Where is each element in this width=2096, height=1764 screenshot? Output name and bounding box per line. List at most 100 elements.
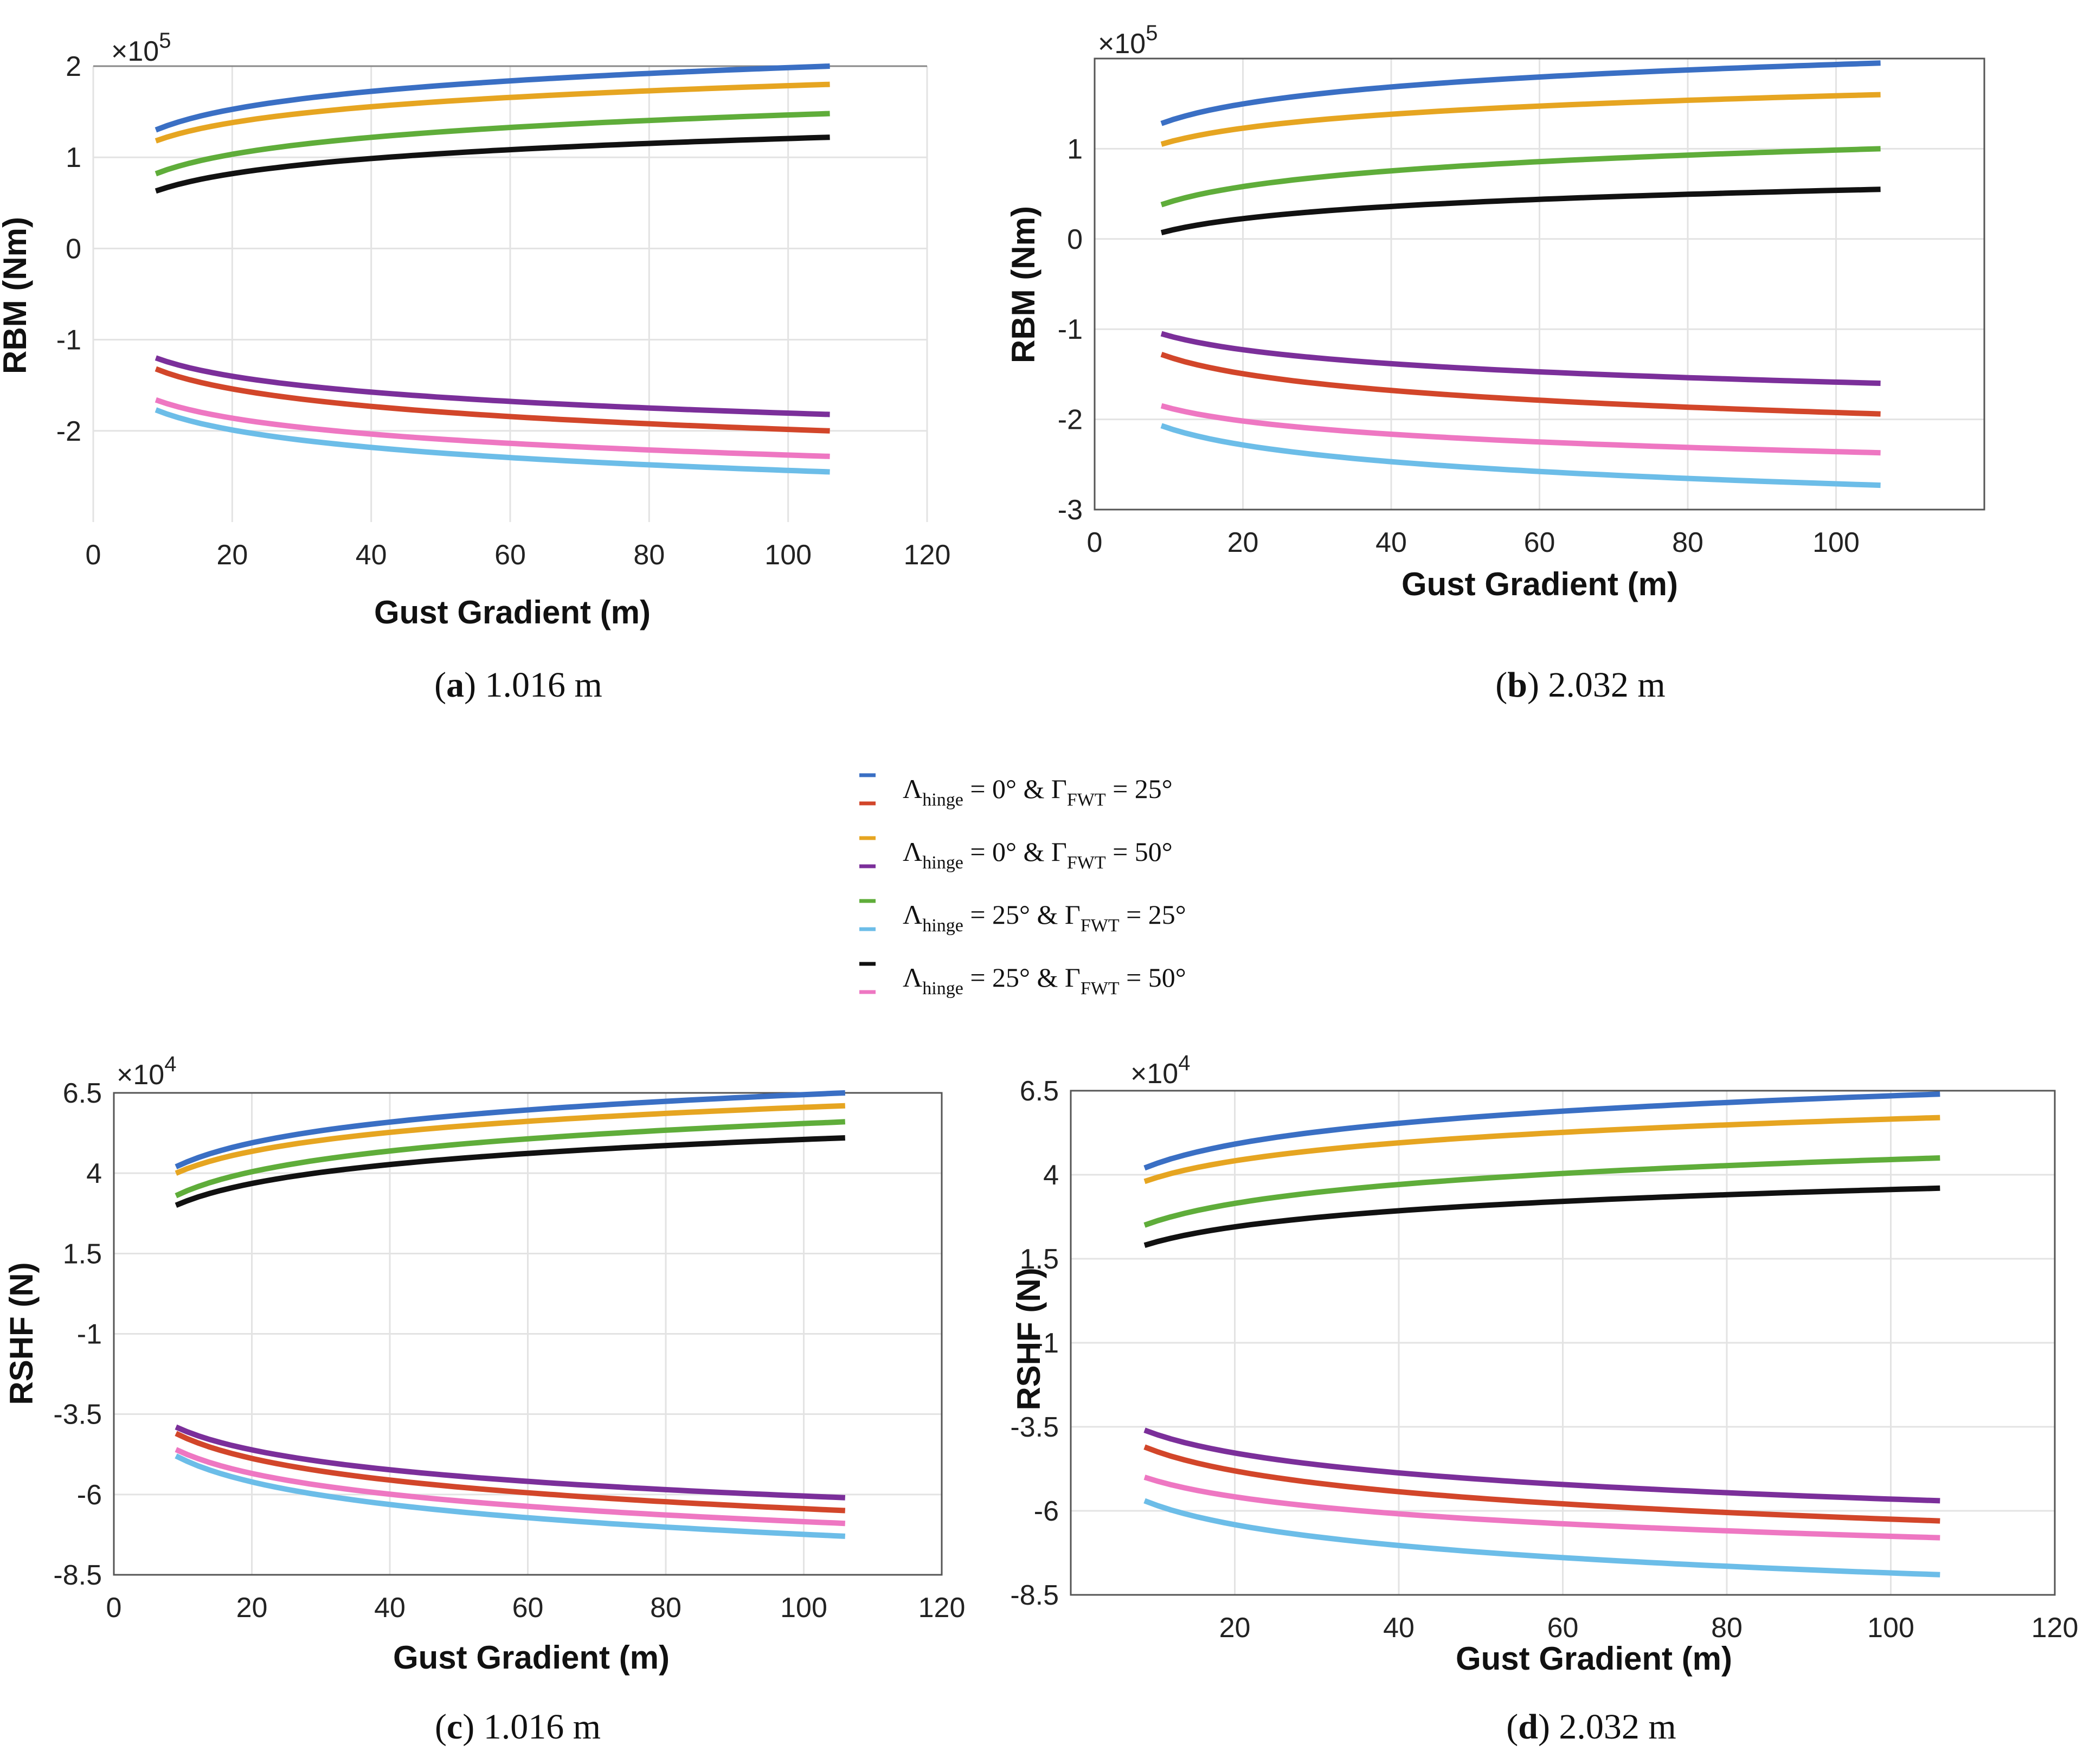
panel-caption: (d) 2.032 m [1506,1707,1676,1747]
y-axis-label: RBM (Nm) [1005,206,1041,363]
series-line-1 [155,81,830,144]
legend-label-0: Λhinge = 0° & ΓFWT = 25° [903,774,1173,810]
x-tick-label: 20 [1227,527,1259,558]
x-tick-label: 0 [86,539,101,571]
x-tick-label: 20 [1219,1612,1251,1644]
x-axis-label: Gust Gradient (m) [393,1639,670,1676]
series-line-3 [155,134,830,194]
x-tick-label: 40 [1375,527,1407,558]
axis-multiplier: ×104 [117,1052,176,1091]
y-axis-label: RSHF (N) [1011,1267,1047,1410]
x-tick-label: 40 [356,539,387,571]
panel-caption: (a) 1.016 m [434,665,602,705]
series-line-3 [1160,186,1881,236]
series-line-0 [1143,1091,1940,1171]
x-tick-label: 20 [236,1592,268,1624]
y-tick-label: -2 [1058,404,1083,436]
series-line-7 [175,1453,846,1539]
series-line-4 [155,355,830,417]
y-tick-label: 0 [1067,224,1083,255]
y-tick-label: -8.5 [1010,1580,1059,1611]
series-line-2 [175,1119,846,1199]
y-tick-label: -8.5 [53,1560,102,1591]
panel-d: 20 40 60 80 100 120 6.5 4 1.5 -1 -3.5 -6 -8.5 ×104 Gus… [1010,1051,2078,1747]
y-tick-label: -1 [56,325,81,356]
y-tick-label: -3 [1058,494,1083,526]
legend: Λhinge = 0° & ΓFWT = 25° Λhinge = 0° & ΓF… [859,773,1186,999]
series-line-5 [155,366,830,434]
y-tick-label: 4 [1043,1160,1059,1191]
axis-multiplier: ×105 [111,29,171,67]
series-line-0 [155,63,830,133]
y-tick-label: 2 [66,51,81,82]
y-tick-label: -1 [77,1319,102,1350]
series-line-3 [175,1135,845,1208]
x-tick-label: 120 [2031,1612,2079,1644]
y-tick-label: -1 [1058,314,1083,345]
x-tick-label: 80 [1672,527,1703,558]
series-line-5 [175,1431,846,1514]
series-line-6 [1160,403,1881,456]
y-tick-label: 1.5 [63,1238,102,1270]
plot-frame [113,1092,943,1576]
plot-frame [1070,1090,2056,1596]
x-tick-label: 60 [494,539,526,571]
y-tick-label: 6.5 [63,1078,102,1109]
series-line-2 [1143,1155,1940,1228]
series-line-4 [1143,1427,1940,1504]
legend-label-2: Λhinge = 25° & ΓFWT = 25° [903,899,1186,936]
axis-multiplier: ×105 [1098,21,1158,60]
y-tick-label: -2 [56,416,81,447]
series-line-0 [175,1090,845,1169]
x-tick-label: 80 [633,539,665,571]
y-tick-label: -3.5 [1010,1412,1059,1443]
series-line-4 [1160,331,1881,386]
panel-a: 0 20 40 60 80 100 120 2 1 0 -1 -2 ×105 Gust Gradient … [0,29,950,705]
x-axis-label: Gust Gradient (m) [374,594,651,630]
x-tick-label: 120 [918,1592,966,1624]
series-line-2 [1160,146,1881,208]
y-axis-label: RSHF (N) [3,1262,40,1405]
series-line-1 [1160,92,1881,147]
y-tick-label: 1 [66,142,81,173]
series-line-6 [175,1447,846,1527]
y-tick-label: 0 [66,233,81,265]
series-line-7 [1143,1498,1940,1578]
x-tick-label: 120 [904,539,951,571]
y-tick-label: 1 [1067,133,1083,165]
legend-label-3: Λhinge = 25° & ΓFWT = 50° [903,962,1186,999]
legend-label-1: Λhinge = 0° & ΓFWT = 50° [903,836,1173,873]
x-tick-label: 60 [1524,527,1555,558]
y-tick-label: 1.5 [1020,1244,1059,1275]
x-tick-label: 100 [1867,1612,1914,1644]
panel-b: 0 20 40 60 80 100 1 0 -1 -2 -3 ×105 Gust Gradient (m… [1005,21,1985,705]
y-tick-label: 6.5 [1020,1076,1059,1107]
y-tick-label: -1 [1034,1328,1059,1359]
series-line-7 [155,407,830,475]
series-line-3 [1143,1185,1940,1248]
series-line-4 [175,1424,846,1501]
x-axis-label: Gust Gradient (m) [1401,566,1678,602]
x-tick-label: 80 [650,1592,681,1624]
y-tick-label: -3.5 [53,1399,102,1431]
y-tick-label: -6 [77,1479,102,1511]
series-line-1 [1143,1115,1940,1184]
axis-multiplier: ×104 [1130,1051,1190,1090]
y-tick-label: -6 [1034,1496,1059,1527]
series-line-1 [175,1103,845,1176]
series-line-5 [1143,1444,1940,1524]
x-tick-label: 100 [780,1592,827,1624]
x-tick-label: 80 [1711,1612,1743,1644]
series-line-5 [1160,352,1881,417]
x-tick-label: 40 [1383,1612,1415,1644]
x-tick-label: 40 [374,1592,406,1624]
plot-frame [1094,57,1985,511]
series-line-6 [155,397,830,459]
x-tick-label: 0 [1087,527,1103,558]
x-tick-label: 100 [764,539,812,571]
series-line-6 [1143,1475,1940,1541]
x-tick-label: 100 [1812,527,1860,558]
x-tick-label: 0 [106,1592,122,1624]
